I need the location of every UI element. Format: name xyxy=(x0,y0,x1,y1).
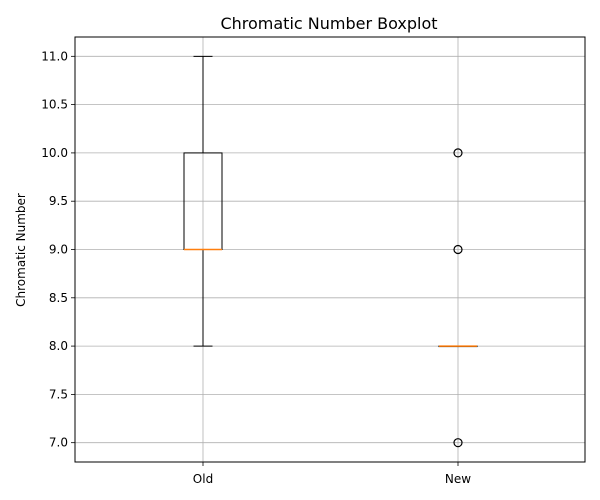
box-new xyxy=(438,148,478,448)
chart-title: Chromatic Number Boxplot xyxy=(220,14,437,33)
y-tick-label: 9.5 xyxy=(49,194,68,208)
axis-ticks: 7.0 7.5 8.0 8.5 9.0 9.5 10.0 10.5 11.0 Old New xyxy=(41,49,471,486)
y-tick-label: 11.0 xyxy=(41,49,68,63)
y-tick-label: 7.0 xyxy=(49,436,68,450)
x-tick-label-old: Old xyxy=(193,472,213,486)
y-tick-label: 8.5 xyxy=(49,291,68,305)
y-tick-label: 10.0 xyxy=(41,146,68,160)
y-tick-label: 9.0 xyxy=(49,243,68,257)
outlier-point xyxy=(453,148,463,158)
outlier-point xyxy=(453,438,463,448)
box-marks xyxy=(183,55,478,448)
y-tick-label: 8.0 xyxy=(49,339,68,353)
grid-lines xyxy=(75,37,585,462)
y-tick-label: 7.5 xyxy=(49,387,68,401)
y-tick-label: 10.5 xyxy=(41,98,68,112)
outlier-point xyxy=(453,244,463,255)
x-tick-label-new: New xyxy=(445,472,471,486)
box-old xyxy=(183,55,223,347)
y-axis-label: Chromatic Number xyxy=(14,193,28,307)
plot-frame xyxy=(74,36,586,463)
